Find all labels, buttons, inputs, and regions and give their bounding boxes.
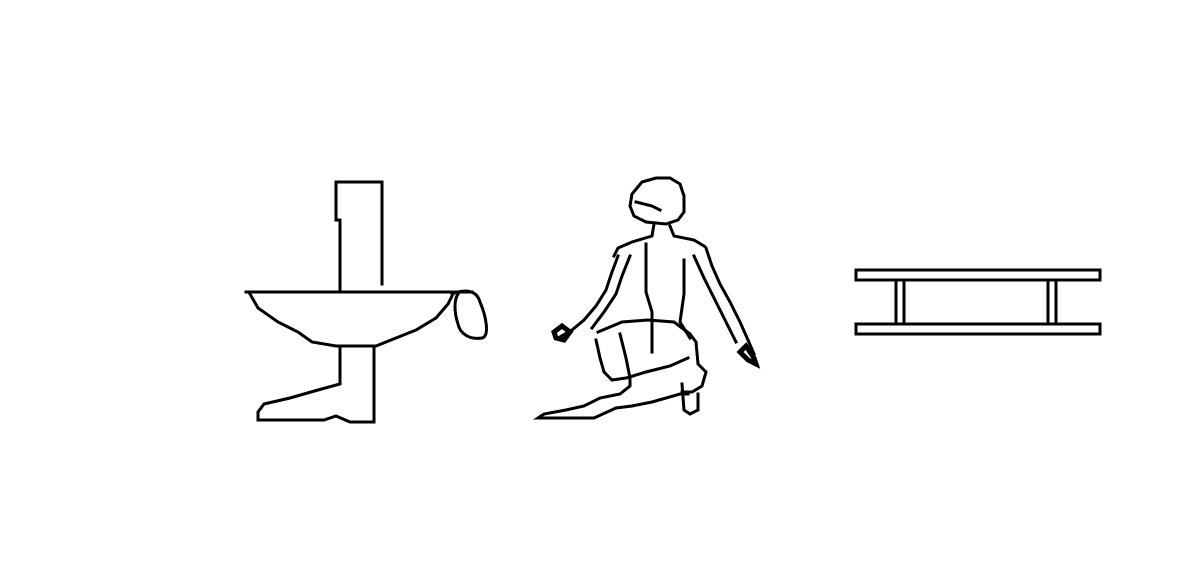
kneeling-man-icon <box>533 176 761 420</box>
door-bolt-icon <box>854 268 1102 336</box>
heart-trachea-glyph <box>240 176 500 432</box>
kneeling-man-glyph <box>533 172 766 424</box>
basin-and-foot-icon <box>244 180 488 424</box>
door-bolt-glyph <box>852 266 1104 340</box>
